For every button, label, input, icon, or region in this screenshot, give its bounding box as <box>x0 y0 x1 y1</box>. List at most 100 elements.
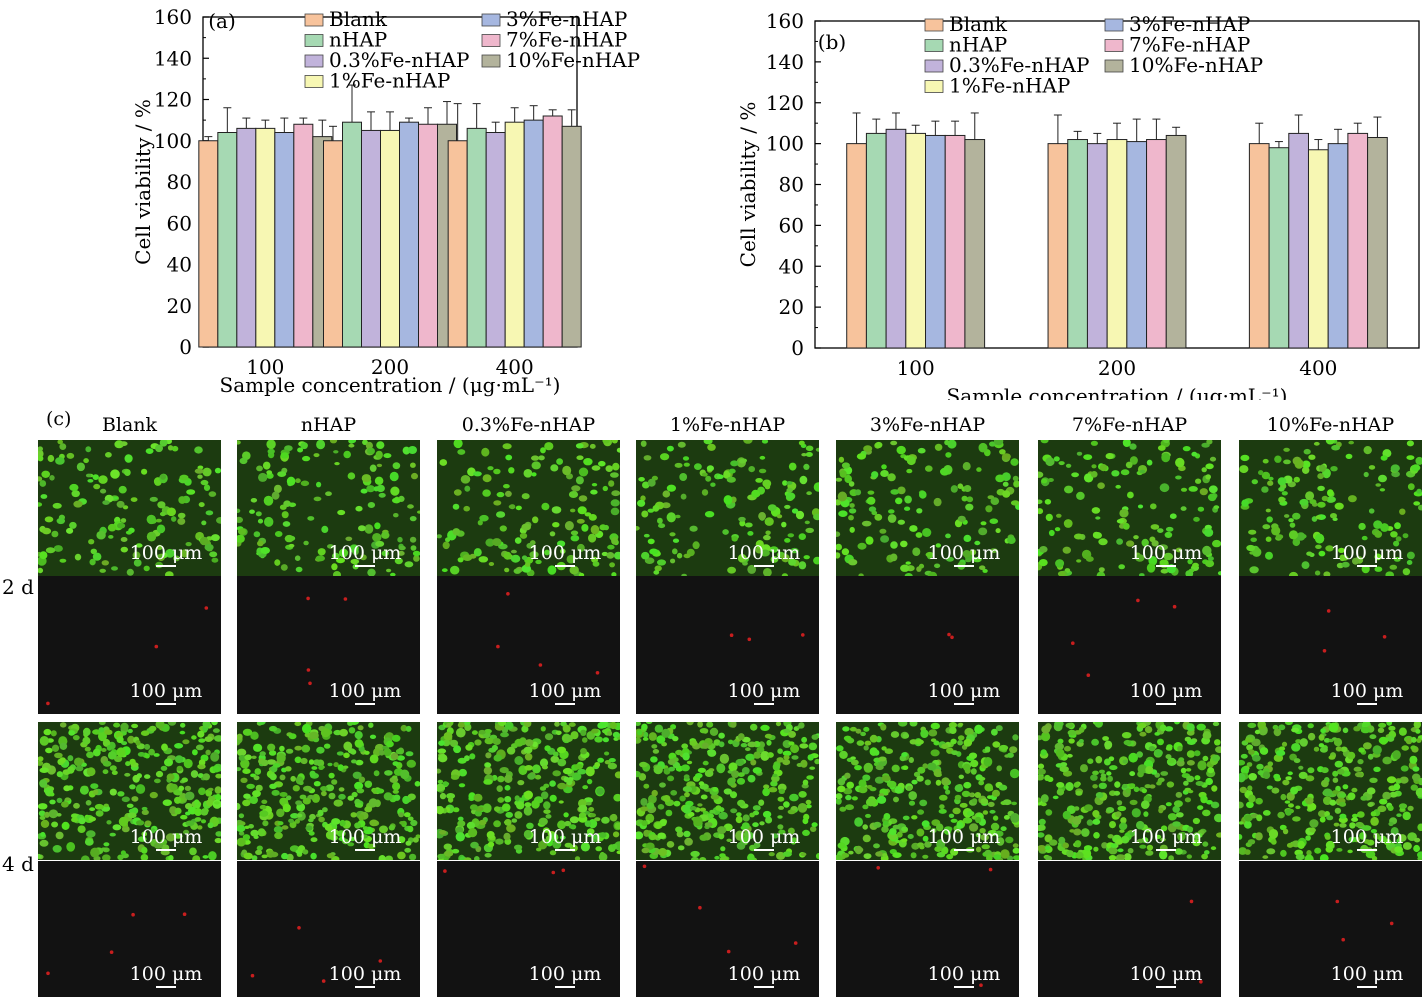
live-cell <box>258 472 268 482</box>
live-cell <box>1276 750 1286 757</box>
live-cell <box>315 555 325 562</box>
live-cell <box>916 508 923 514</box>
live-cell <box>1402 842 1412 850</box>
live-cell <box>1091 738 1099 746</box>
live-cell <box>795 510 805 520</box>
chart-0-ytick-label: 120 <box>154 88 192 112</box>
live-cell <box>883 813 891 820</box>
live-cell <box>332 552 340 560</box>
live-cell <box>875 851 883 857</box>
live-cell <box>186 489 196 495</box>
scale-bar: 100 μm <box>320 680 410 705</box>
live-cell <box>38 567 44 574</box>
live-cell <box>85 800 92 806</box>
live-cell <box>875 441 883 449</box>
live-cell <box>576 455 584 460</box>
scale-bar-label: 100 μm <box>129 826 203 848</box>
live-cell <box>767 504 777 512</box>
live-cell <box>95 810 104 817</box>
live-cell <box>442 781 450 786</box>
live-cell <box>1295 805 1301 810</box>
live-cell <box>611 490 620 497</box>
live-cell <box>320 786 328 792</box>
live-cell <box>736 777 746 785</box>
live-cell <box>958 722 964 727</box>
chart-1-ytick-label: 0 <box>791 336 804 360</box>
chart-0-legend-swatch <box>481 54 501 68</box>
live-cell <box>676 552 683 559</box>
live-cell <box>1281 491 1288 496</box>
live-cell <box>129 758 136 765</box>
live-cell <box>1092 818 1101 825</box>
scale-bar-line <box>555 849 575 851</box>
live-cell <box>564 820 572 827</box>
scale-bar: 100 μm <box>719 963 809 988</box>
live-cell <box>849 526 855 533</box>
live-cell <box>367 447 375 455</box>
live-cell <box>557 758 567 767</box>
live-cell <box>1119 829 1125 833</box>
live-cell <box>993 854 1002 860</box>
live-cell <box>961 495 968 502</box>
live-cell <box>1298 771 1308 779</box>
live-cell <box>865 813 871 818</box>
live-cell <box>916 828 925 837</box>
live-cell <box>412 837 419 843</box>
live-cell <box>926 762 937 771</box>
live-cell <box>85 473 92 478</box>
scale-bar: 100 μm <box>320 826 410 851</box>
live-cell <box>1081 828 1090 837</box>
live-cell <box>1127 848 1134 854</box>
live-cell <box>689 806 697 811</box>
live-cell <box>963 534 972 542</box>
chart-0-ytick-label: 140 <box>154 46 192 70</box>
live-cell <box>1187 789 1194 794</box>
live-cell <box>410 462 416 468</box>
live-cell <box>911 815 918 820</box>
cell-dots <box>729 633 805 642</box>
live-cell <box>351 759 357 764</box>
live-cell <box>1044 845 1051 850</box>
live-cell <box>788 558 797 566</box>
live-cell <box>442 739 451 747</box>
live-cell <box>280 564 288 571</box>
dead-cell <box>343 597 348 601</box>
live-cell <box>854 817 863 827</box>
live-cell <box>1278 746 1286 751</box>
live-cell <box>542 827 550 833</box>
chart-0-legend-swatch <box>304 34 324 47</box>
live-cell <box>1154 749 1163 757</box>
live-cell <box>841 462 850 469</box>
live-cell <box>214 793 221 801</box>
live-cell <box>1141 788 1147 794</box>
live-cell <box>1064 485 1074 494</box>
live-cell <box>167 722 177 726</box>
live-cell <box>1271 787 1280 794</box>
cell-dots <box>1335 899 1394 942</box>
live-cell <box>367 502 376 508</box>
live-cell <box>681 573 687 576</box>
live-cell <box>160 765 168 771</box>
live-cell <box>1123 853 1132 860</box>
live-cell <box>588 514 597 521</box>
live-cell <box>967 810 975 817</box>
live-cell <box>602 440 610 444</box>
live-cell <box>209 551 218 558</box>
live-cell <box>1102 736 1109 741</box>
live-cell <box>305 825 313 831</box>
live-cell <box>576 518 585 524</box>
live-cell <box>992 789 1000 797</box>
live-cell <box>1317 485 1325 491</box>
live-cell <box>660 453 670 461</box>
live-cell <box>895 497 903 505</box>
live-cell <box>437 748 447 754</box>
live-cell <box>1239 759 1246 766</box>
live-cell <box>140 730 150 736</box>
live-cell <box>242 728 253 736</box>
dead-cell <box>378 959 383 963</box>
live-cell <box>487 466 494 471</box>
live-cell <box>1093 832 1100 839</box>
live-cell <box>303 540 309 546</box>
live-cell <box>316 746 325 754</box>
live-cell <box>285 766 292 772</box>
